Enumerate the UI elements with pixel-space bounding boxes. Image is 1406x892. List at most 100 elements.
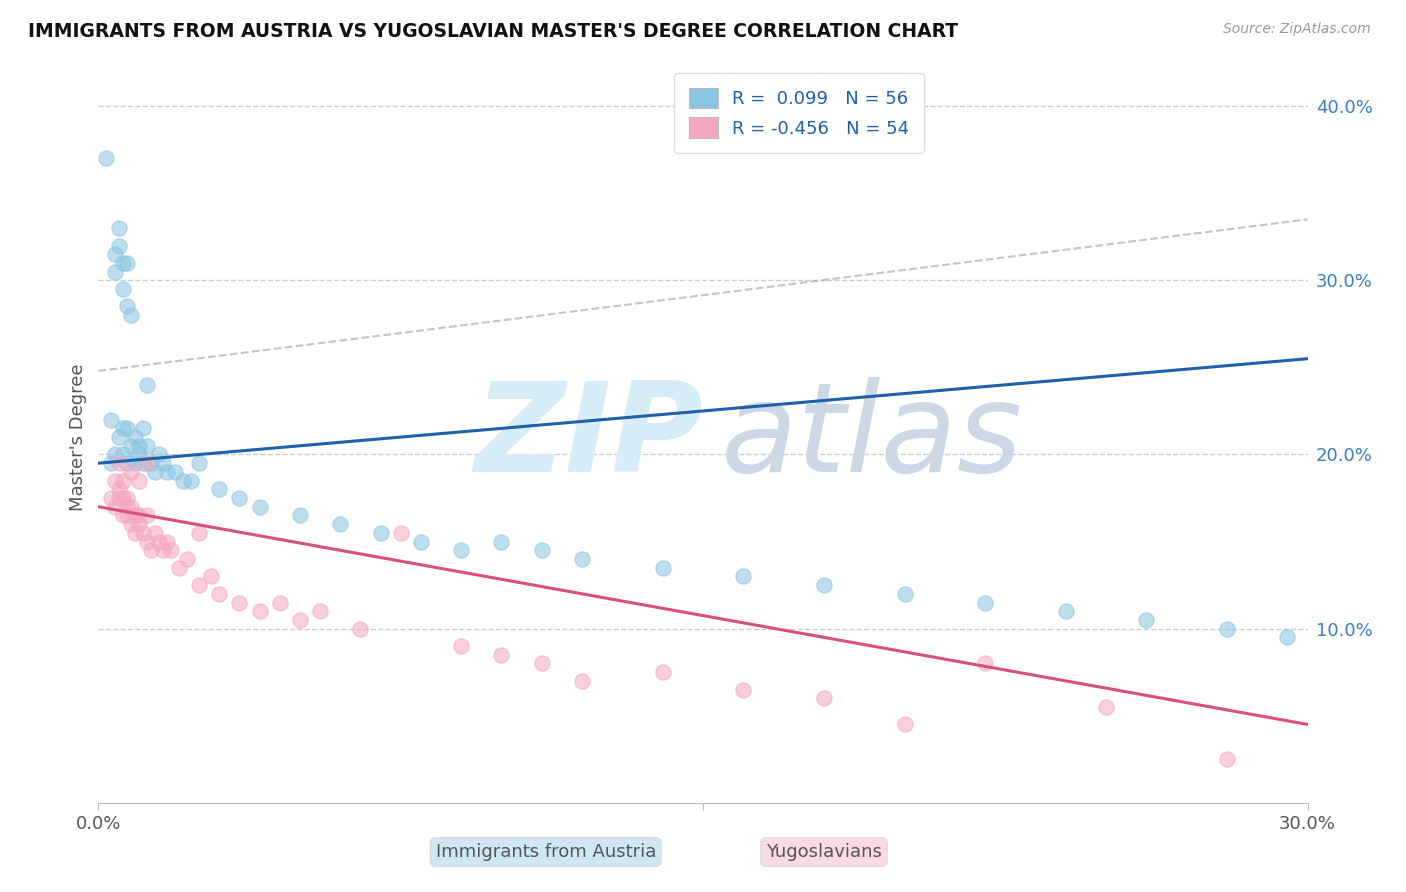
Point: [733, 569, 755, 583]
Point: [1216, 752, 1239, 766]
Point: [139, 456, 162, 470]
Point: [120, 500, 142, 514]
Point: [115, 508, 138, 523]
Point: [893, 587, 915, 601]
Point: [249, 604, 271, 618]
Legend: R =  0.099   N = 56, R = -0.456   N = 54: R = 0.099 N = 56, R = -0.456 N = 54: [675, 73, 924, 153]
Point: [128, 448, 150, 462]
Point: [132, 456, 155, 470]
Point: [1135, 613, 1157, 627]
Point: [491, 648, 513, 662]
Point: [107, 221, 129, 235]
Point: [450, 639, 472, 653]
Point: [111, 448, 134, 462]
Point: [115, 500, 138, 514]
Point: [128, 508, 150, 523]
Point: [160, 543, 183, 558]
Text: atlas: atlas: [721, 376, 1024, 498]
Point: [111, 282, 134, 296]
Point: [135, 377, 157, 392]
Point: [228, 595, 250, 609]
Point: [1054, 604, 1077, 618]
Point: [124, 456, 146, 470]
Point: [156, 465, 179, 479]
Point: [124, 508, 146, 523]
Point: [974, 657, 997, 671]
Point: [103, 500, 125, 514]
Point: [176, 552, 198, 566]
Point: [139, 543, 162, 558]
Point: [143, 465, 166, 479]
Point: [120, 308, 142, 322]
Point: [200, 569, 222, 583]
Point: [228, 491, 250, 505]
Point: [491, 534, 513, 549]
Point: [172, 474, 194, 488]
Point: [111, 421, 134, 435]
Point: [103, 448, 125, 462]
Point: [120, 517, 142, 532]
Point: [120, 465, 142, 479]
Point: [269, 595, 291, 609]
Point: [115, 491, 138, 505]
Point: [135, 439, 157, 453]
Point: [180, 474, 202, 488]
Point: [188, 578, 211, 592]
Point: [349, 622, 371, 636]
Point: [111, 474, 134, 488]
Point: [156, 534, 179, 549]
Point: [107, 430, 129, 444]
Point: [813, 578, 835, 592]
Point: [329, 517, 352, 532]
Point: [111, 491, 134, 505]
Point: [100, 491, 122, 505]
Point: [132, 525, 155, 540]
Point: [208, 587, 231, 601]
Point: [208, 483, 231, 497]
Point: [409, 534, 432, 549]
Point: [148, 448, 170, 462]
Point: [107, 483, 129, 497]
Point: [103, 247, 125, 261]
Point: [1095, 700, 1118, 714]
Point: [152, 543, 174, 558]
Point: [389, 525, 412, 540]
Point: [571, 552, 593, 566]
Point: [249, 500, 271, 514]
Point: [651, 665, 673, 680]
Point: [163, 465, 186, 479]
Point: [1216, 622, 1239, 636]
Point: [103, 265, 125, 279]
Point: [128, 474, 150, 488]
Point: [309, 604, 332, 618]
Point: [188, 525, 211, 540]
Point: [107, 491, 129, 505]
Text: IMMIGRANTS FROM AUSTRIA VS YUGOSLAVIAN MASTER'S DEGREE CORRELATION CHART: IMMIGRANTS FROM AUSTRIA VS YUGOSLAVIAN M…: [28, 22, 959, 41]
Point: [100, 456, 122, 470]
Point: [813, 691, 835, 706]
Point: [571, 673, 593, 688]
Point: [111, 508, 134, 523]
Point: [128, 517, 150, 532]
Text: Yugoslavians: Yugoslavians: [766, 843, 882, 861]
Point: [152, 456, 174, 470]
Point: [135, 456, 157, 470]
Y-axis label: Master's Degree: Master's Degree: [69, 363, 87, 511]
Point: [450, 543, 472, 558]
Point: [167, 560, 190, 574]
Point: [96, 152, 118, 166]
Text: ZIP: ZIP: [474, 376, 703, 498]
Point: [111, 256, 134, 270]
Point: [148, 534, 170, 549]
Point: [143, 525, 166, 540]
Point: [115, 256, 138, 270]
Point: [370, 525, 392, 540]
Point: [893, 717, 915, 731]
Point: [107, 456, 129, 470]
Point: [1277, 631, 1299, 645]
Point: [733, 682, 755, 697]
Point: [115, 421, 138, 435]
Text: Source: ZipAtlas.com: Source: ZipAtlas.com: [1223, 22, 1371, 37]
Point: [135, 508, 157, 523]
Point: [188, 456, 211, 470]
